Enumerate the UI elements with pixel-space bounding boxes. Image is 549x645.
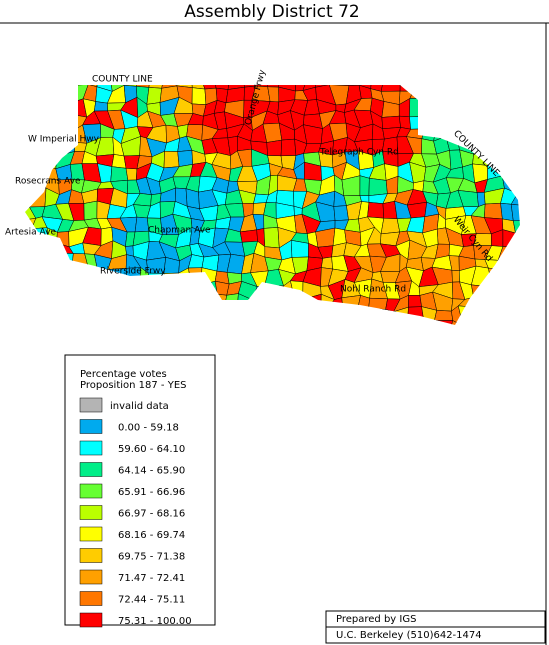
legend-label: 66.97 - 68.16 — [118, 509, 185, 520]
precinct — [163, 151, 180, 169]
legend-swatch — [79, 505, 103, 520]
legend-title: Percentage votes — [80, 369, 167, 380]
legend-label: 71.47 - 72.41 — [118, 573, 185, 584]
precinct — [290, 240, 309, 258]
legend-label: 68.16 - 69.74 — [118, 530, 185, 541]
legend-title: Proposition 187 - YES — [80, 380, 186, 391]
precinct — [359, 175, 370, 196]
precinct — [185, 188, 200, 210]
legend-swatch — [79, 569, 103, 585]
legend-label: 69.75 - 71.38 — [118, 552, 185, 563]
precinct — [381, 101, 400, 118]
precinct — [408, 295, 422, 308]
credit: Prepared by IGS — [336, 614, 416, 625]
legend-swatch — [79, 548, 103, 563]
map-title: Assembly District 72 — [184, 2, 359, 22]
road-label: COUNTY LINE — [92, 75, 153, 85]
precinct — [406, 201, 428, 219]
legend-label: 59.60 - 64.10 — [118, 444, 185, 455]
legend-label: 72.44 - 75.11 — [118, 595, 185, 606]
precinct — [110, 166, 129, 182]
precinct — [381, 115, 401, 129]
road-label: Telegraph Cyn Rd — [319, 148, 399, 158]
precinct — [510, 193, 520, 207]
precinct — [146, 87, 162, 105]
precinct — [321, 256, 333, 270]
precinct — [266, 139, 283, 157]
precinct — [125, 168, 138, 181]
precinct — [94, 101, 108, 112]
precinct — [368, 177, 388, 196]
precinct — [510, 203, 520, 222]
precinct — [191, 87, 207, 105]
precinct — [434, 310, 454, 321]
legend-label: invalid data — [110, 401, 169, 412]
precinct — [239, 229, 258, 243]
road-label: Artesia Ave — [5, 228, 56, 238]
road-label: Riverside Frwy — [100, 267, 166, 277]
road-label: Rosecrans Ave — [15, 177, 81, 187]
precinct — [451, 269, 460, 283]
legend-label: 75.31 - 100.00 — [118, 616, 192, 627]
precinct — [177, 150, 194, 167]
legend-swatch — [79, 419, 103, 434]
legend-swatch — [79, 440, 103, 456]
precinct — [83, 200, 98, 221]
legend-swatch — [79, 483, 103, 499]
precinct — [280, 138, 297, 157]
legend-swatch — [79, 462, 103, 477]
precinct — [333, 205, 349, 221]
legend-swatch — [79, 591, 103, 606]
credit: U.C. Berkeley (510)642-1474 — [336, 630, 482, 641]
road-label: Chapman Ave — [148, 226, 211, 236]
precinct — [380, 217, 401, 235]
road-label: W Imperial Hwy — [28, 135, 100, 145]
legend-label: 64.14 - 65.90 — [118, 466, 185, 477]
legend-swatch — [79, 397, 103, 413]
legend-swatch — [79, 612, 103, 628]
legend-swatch — [79, 526, 103, 542]
precinct — [484, 202, 503, 220]
precinct — [134, 216, 150, 233]
road-label: Nohl Ranch Rd — [340, 285, 406, 295]
precinct — [263, 227, 280, 249]
legend-label: 65.91 - 66.96 — [118, 487, 185, 498]
precinct — [367, 202, 385, 219]
legend-label: 0.00 - 59.18 — [118, 423, 179, 434]
